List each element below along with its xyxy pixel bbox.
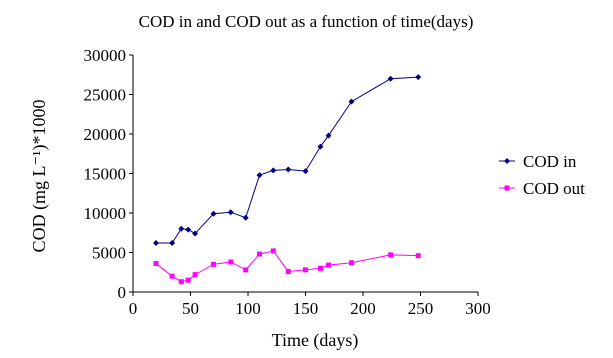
legend-swatch-marker <box>504 158 510 164</box>
cod-out-point <box>185 277 191 283</box>
chart-title: COD in and COD out as a function of time… <box>139 12 474 31</box>
cod-out-point <box>285 268 291 274</box>
y-tick-label: 25000 <box>84 86 127 105</box>
axes: 0 5000 10000 15000 20000 25000 30000 0 50 100 150 2… <box>84 46 491 318</box>
legend-item-cod-in: COD in <box>499 152 577 171</box>
y-tick-label: 0 <box>118 283 127 302</box>
x-axis-label: Time (days) <box>272 330 359 351</box>
cod-out-point <box>257 251 262 257</box>
cod-out-point <box>415 253 421 259</box>
x-tick-label: 300 <box>465 299 491 318</box>
cod-in-point <box>270 167 277 174</box>
legend-swatch-marker <box>504 185 510 191</box>
x-tick-label: 200 <box>350 299 376 318</box>
cod-in-point <box>302 168 309 175</box>
cod-out-point <box>326 262 331 268</box>
cod-in-point <box>317 143 324 150</box>
cod-out-point <box>178 279 184 285</box>
cod-out-point <box>243 267 249 273</box>
cod-out-point <box>211 261 216 267</box>
cod-out-point <box>228 259 234 265</box>
cod-out-point <box>169 273 175 279</box>
cod-in-point <box>192 230 199 237</box>
y-tick-label: 5000 <box>92 244 126 263</box>
series-cod-in <box>153 74 422 247</box>
cod-in-point <box>325 132 332 139</box>
x-tick-label: 250 <box>408 299 434 318</box>
cod-in-point <box>210 210 217 217</box>
x-tick-label: 50 <box>182 299 199 318</box>
cod-in-point <box>185 226 192 233</box>
cod-out-point <box>153 261 159 267</box>
legend-item-cod-out: COD out <box>499 179 585 198</box>
x-tick-label: 150 <box>293 299 319 318</box>
cod-in-point <box>242 214 249 221</box>
legend: COD in COD out <box>499 152 585 198</box>
cod-out-point <box>317 265 323 271</box>
cod-out-point <box>349 260 354 266</box>
cod-in-point <box>256 172 263 179</box>
y-tick-label: 15000 <box>84 165 127 184</box>
x-tick-label: 0 <box>129 299 138 318</box>
cod-in-point <box>169 240 176 247</box>
series-layer <box>153 74 422 285</box>
series-cod-out <box>153 248 421 285</box>
cod-in-point <box>387 75 394 82</box>
cod-out-point <box>270 248 276 254</box>
cod-out-point <box>388 252 394 258</box>
cod-out-point <box>192 272 198 278</box>
cod-in-point <box>285 166 292 173</box>
cod-in-line <box>156 76 419 244</box>
cod-out-point <box>303 267 308 273</box>
x-tick-label: 100 <box>235 299 261 318</box>
cod-in-point <box>348 98 355 105</box>
cod-in-point <box>153 240 159 247</box>
cod-in-point <box>178 225 185 232</box>
y-axis-label: COD (mg L⁻¹)*1000 <box>29 100 50 253</box>
legend-label: COD in <box>523 152 577 171</box>
cod-in-point <box>415 74 422 81</box>
y-tick-label: 20000 <box>84 125 127 144</box>
legend-label: COD out <box>523 179 585 198</box>
cod-in-point <box>227 209 234 216</box>
y-tick-label: 30000 <box>84 46 127 65</box>
y-tick-label: 10000 <box>84 204 127 223</box>
